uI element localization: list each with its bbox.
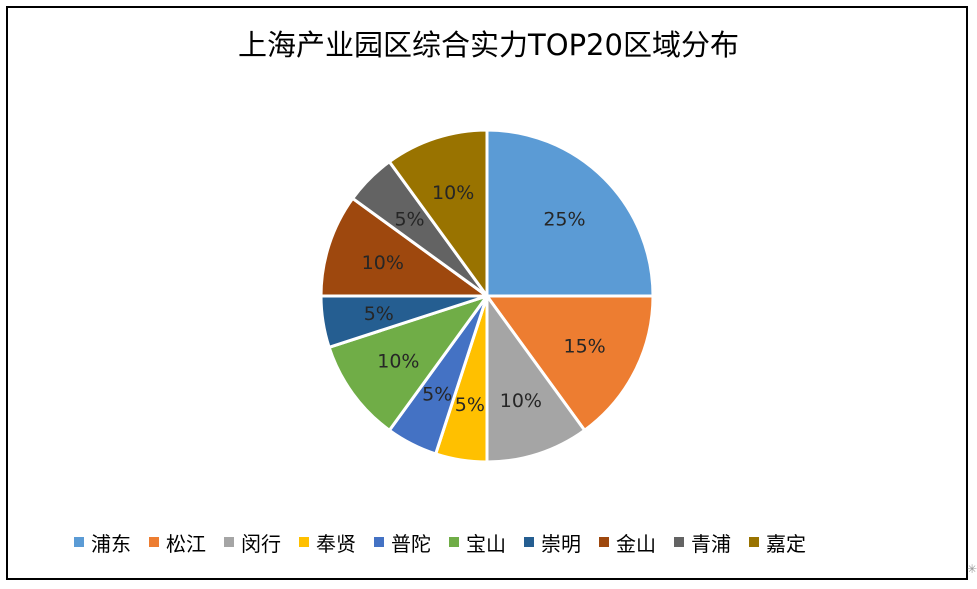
slice-data-label: 5% — [394, 209, 424, 231]
slice-data-label: 10% — [362, 252, 404, 274]
legend-label: 闵行 — [241, 531, 281, 556]
legend-swatch — [224, 537, 234, 547]
legend-label: 宝山 — [466, 531, 506, 556]
legend-label: 奉贤 — [316, 531, 356, 556]
chart-title: 上海产业园区综合实力TOP20区域分布 — [238, 28, 739, 62]
legend-item: 宝山 — [449, 528, 506, 557]
legend-item: 普陀 — [374, 528, 431, 557]
legend-item: 嘉定 — [749, 528, 806, 557]
slice-data-label: 15% — [564, 336, 606, 358]
legend-label: 崇明 — [541, 531, 581, 556]
pie-slice-3 — [485, 294, 587, 464]
legend-label: 嘉定 — [766, 531, 806, 556]
pie-slice-1 — [485, 128, 655, 298]
legend-swatch — [749, 537, 759, 547]
legend-swatch — [674, 537, 684, 547]
legend-item: 金山 — [599, 528, 656, 557]
legend-label: 青浦 — [691, 531, 731, 556]
legend-item: 松江 — [149, 528, 206, 557]
slice-data-label: 10% — [432, 182, 474, 204]
legend-label: 普陀 — [391, 531, 431, 556]
legend-item: 崇明 — [524, 528, 581, 557]
edge-mark-icon: ✳ — [967, 562, 977, 576]
legend-swatch — [299, 537, 309, 547]
legend-swatch — [524, 537, 534, 547]
legend-swatch — [599, 537, 609, 547]
legend-item: 奉贤 — [299, 528, 356, 557]
slice-data-label: 5% — [364, 303, 394, 325]
legend-label: 浦东 — [91, 531, 131, 556]
legend-item: 浦东 — [74, 528, 131, 557]
slice-data-label: 5% — [422, 384, 452, 406]
pie-slice-6 — [327, 294, 489, 432]
slice-data-label: 10% — [377, 350, 419, 372]
legend-item: 闵行 — [224, 528, 281, 557]
legend-swatch — [74, 537, 84, 547]
legend-swatch — [374, 537, 384, 547]
slice-data-label: 25% — [543, 209, 585, 231]
legend-item: 青浦 — [674, 528, 731, 557]
slice-data-label: 5% — [455, 394, 485, 416]
legend-swatch — [149, 537, 159, 547]
legend-swatch — [449, 537, 459, 547]
slice-data-label: 10% — [500, 390, 542, 412]
legend: 浦东 松江 闵行 奉贤 普陀 宝山 崇明 金山 青浦 嘉定 — [74, 528, 806, 556]
legend-label: 松江 — [166, 531, 206, 556]
legend-label: 金山 — [616, 531, 656, 556]
pie-slice-10 — [387, 128, 489, 298]
pie-slice-8 — [319, 196, 489, 298]
pie-slice-2 — [485, 294, 655, 432]
